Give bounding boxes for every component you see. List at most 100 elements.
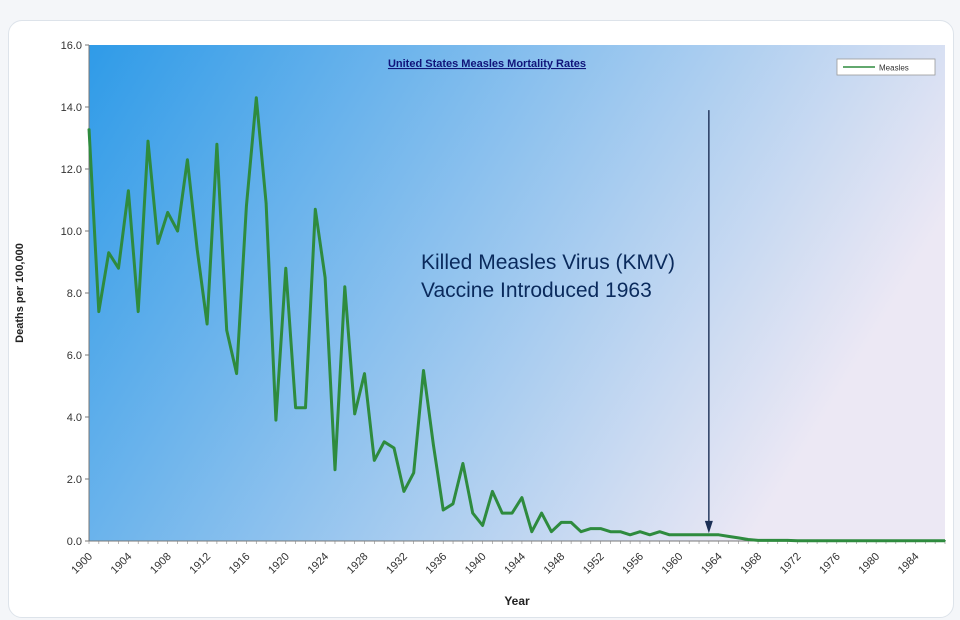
y-tick-label: 4.0: [67, 412, 82, 424]
y-tick-label: 0.0: [67, 536, 82, 548]
data-point: [934, 539, 936, 542]
data-point: [845, 539, 848, 542]
legend-label: Measles: [879, 64, 909, 73]
legend-box: [836, 58, 936, 76]
x-tick-label: 1932: [384, 551, 410, 577]
chart-title: United States Measles Mortality Rates: [388, 58, 586, 70]
x-tick-label: 1904: [109, 551, 135, 577]
data-point: [88, 127, 90, 130]
data-point: [422, 369, 425, 372]
data-point: [196, 248, 198, 251]
data-point: [531, 530, 533, 533]
data-point: [924, 539, 927, 542]
y-tick-label: 14.0: [61, 102, 82, 114]
data-point: [334, 468, 336, 471]
data-point: [737, 537, 740, 539]
data-point: [285, 267, 287, 269]
annotation: Killed Measles Virus (KMV) Vaccine Introd…: [421, 110, 713, 534]
x-tick-label: 1948: [542, 551, 568, 577]
data-point: [481, 524, 484, 527]
data-point: [412, 472, 415, 474]
data-point: [294, 406, 297, 409]
data-point: [265, 202, 267, 204]
data-point: [836, 539, 838, 542]
data-point: [796, 539, 799, 542]
data-point: [235, 372, 238, 375]
data-point: [225, 329, 228, 332]
plot-area: [89, 45, 945, 541]
data-point: [944, 539, 946, 542]
data-point: [275, 419, 277, 421]
data-point: [826, 539, 828, 542]
data-point: [580, 530, 582, 533]
data-point: [373, 459, 376, 462]
data-point: [98, 310, 100, 313]
x-tick-label: 1920: [266, 551, 292, 577]
data-point: [757, 539, 759, 542]
data-point: [816, 539, 818, 542]
x-tick-label: 1900: [69, 551, 95, 577]
y-tick-label: 10.0: [61, 226, 82, 238]
data-point: [875, 539, 877, 542]
data-point: [324, 276, 326, 279]
x-tick-label: 1972: [778, 551, 804, 577]
data-point: [639, 530, 641, 533]
data-point: [501, 512, 504, 514]
data-point: [678, 534, 681, 536]
data-point: [245, 205, 248, 207]
x-ticks: 1900 1904 1908 1912 1916 1920 1924 1928 1932 1936…: [69, 541, 946, 577]
measles-mortality-chart: 0.0 2.0 4.0 6.0 8.0 10.0 12.0 14.0 16.0 1900 1904…: [14, 40, 946, 608]
x-tick-label: 1952: [581, 551, 607, 577]
data-point: [393, 447, 395, 449]
x-tick-label: 1908: [148, 551, 174, 577]
data-point: [904, 539, 907, 542]
data-point: [914, 539, 917, 542]
y-tick-label: 2.0: [67, 474, 82, 486]
x-tick-label: 1940: [463, 551, 489, 577]
data-point: [649, 534, 651, 536]
data-point: [629, 534, 631, 536]
data-point: [767, 539, 769, 542]
y-tick-label: 12.0: [61, 164, 82, 176]
data-point: [708, 534, 710, 536]
data-point: [432, 444, 435, 446]
annotation-text: Vaccine Introduced 1963: [421, 279, 652, 302]
y-tick-label: 16.0: [61, 40, 82, 52]
data-point: [747, 538, 749, 541]
data-point: [166, 211, 169, 214]
x-tick-label: 1980: [856, 551, 882, 577]
annotation-text: Killed Measles Virus (KMV): [421, 251, 675, 274]
data-point: [363, 372, 366, 375]
chart-frame: 0.0 2.0 4.0 6.0 8.0 10.0 12.0 14.0 16.0 1900 1904…: [8, 20, 954, 618]
y-axis-label: Deaths per 100,000: [14, 243, 26, 343]
y-tick-label: 6.0: [67, 350, 82, 362]
data-point: [717, 534, 720, 536]
x-tick-label: 1928: [345, 551, 371, 577]
data-point: [491, 490, 494, 493]
x-tick-label: 1936: [424, 551, 450, 577]
data-point: [137, 310, 139, 313]
data-point: [786, 539, 789, 542]
data-point: [127, 189, 130, 192]
x-tick-label: 1912: [187, 551, 213, 577]
data-point: [668, 534, 671, 536]
data-point: [885, 539, 887, 542]
data-point: [206, 323, 208, 325]
x-tick-label: 1976: [817, 551, 843, 577]
data-point: [560, 521, 563, 524]
x-tick-label: 1984: [896, 551, 922, 577]
data-point: [216, 143, 218, 145]
data-point: [314, 208, 317, 211]
data-point: [609, 530, 612, 533]
data-point: [471, 512, 474, 514]
data-point: [511, 512, 513, 514]
x-tick-label: 1916: [227, 551, 253, 577]
x-axis-label: Year: [504, 594, 530, 608]
data-point: [806, 539, 809, 542]
data-point: [570, 521, 572, 524]
data-point: [186, 158, 189, 161]
x-tick-label: 1960: [660, 551, 686, 577]
data-point: [255, 96, 258, 99]
x-tick-label: 1968: [738, 551, 764, 577]
data-point: [452, 503, 454, 505]
